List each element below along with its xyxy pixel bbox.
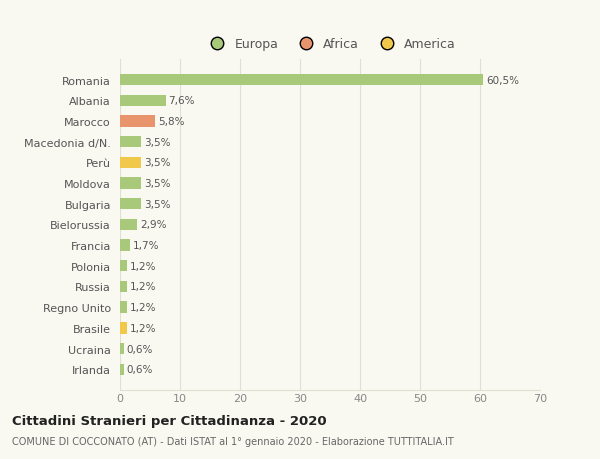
Bar — [120, 261, 127, 272]
Bar — [120, 137, 141, 148]
Legend: Europa, Africa, America: Europa, Africa, America — [199, 33, 461, 56]
Text: 1,2%: 1,2% — [130, 282, 157, 292]
Text: 0,6%: 0,6% — [127, 344, 153, 354]
Bar — [120, 178, 141, 189]
Text: 3,5%: 3,5% — [144, 137, 170, 147]
Text: 3,5%: 3,5% — [144, 158, 170, 168]
Bar — [120, 95, 166, 106]
Text: 7,6%: 7,6% — [169, 96, 195, 106]
Bar — [120, 116, 155, 127]
Bar — [120, 281, 127, 292]
Bar — [120, 75, 483, 86]
Bar — [120, 199, 141, 210]
Text: 60,5%: 60,5% — [486, 75, 519, 85]
Text: 1,2%: 1,2% — [130, 261, 157, 271]
Text: 5,8%: 5,8% — [158, 117, 184, 127]
Bar — [120, 219, 137, 230]
Bar — [120, 364, 124, 375]
Text: 1,2%: 1,2% — [130, 323, 157, 333]
Text: 1,2%: 1,2% — [130, 302, 157, 313]
Text: 3,5%: 3,5% — [144, 179, 170, 189]
Text: Cittadini Stranieri per Cittadinanza - 2020: Cittadini Stranieri per Cittadinanza - 2… — [12, 414, 326, 428]
Bar — [120, 343, 124, 354]
Text: 3,5%: 3,5% — [144, 199, 170, 209]
Bar — [120, 240, 130, 251]
Bar — [120, 302, 127, 313]
Bar — [120, 157, 141, 168]
Text: 1,7%: 1,7% — [133, 241, 160, 251]
Bar — [120, 323, 127, 334]
Text: 2,9%: 2,9% — [140, 220, 167, 230]
Text: COMUNE DI COCCONATO (AT) - Dati ISTAT al 1° gennaio 2020 - Elaborazione TUTTITAL: COMUNE DI COCCONATO (AT) - Dati ISTAT al… — [12, 437, 454, 446]
Text: 0,6%: 0,6% — [127, 364, 153, 375]
